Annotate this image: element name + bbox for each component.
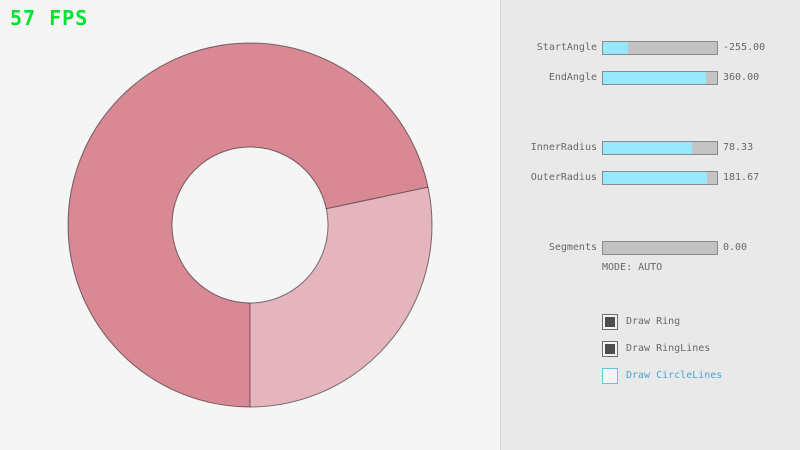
slider-fill — [603, 42, 628, 54]
start-angle-slider[interactable] — [602, 41, 718, 55]
end-angle-label: EndAngle — [548, 72, 597, 83]
draw-ringlines-checkbox[interactable]: Draw RingLines — [602, 341, 792, 357]
slider-fill — [603, 72, 706, 84]
segments-label: Segments — [548, 242, 597, 253]
start-angle-value: -255.00 — [723, 42, 766, 53]
slider-row-start-angle: StartAngle -255.00 — [501, 40, 800, 56]
outer-radius-slider[interactable] — [602, 171, 718, 185]
draw-circlelines-checkbox[interactable]: Draw CircleLines — [602, 368, 792, 384]
inner-radius-value: 78.33 — [723, 142, 754, 153]
slider-fill — [603, 172, 707, 184]
slider-row-segments: Segments 0.00 — [501, 240, 800, 256]
slider-row-inner-radius: InnerRadius 78.33 — [501, 140, 800, 156]
end-angle-value: 360.00 — [723, 72, 760, 83]
segments-slider[interactable] — [602, 241, 718, 255]
ring-canvas: 57 FPS — [10, 6, 433, 408]
checkbox-box[interactable] — [602, 314, 618, 330]
end-angle-slider[interactable] — [602, 71, 718, 85]
ring-outline — [67, 42, 433, 408]
ring-graphic — [67, 42, 433, 408]
checkbox-box[interactable] — [602, 368, 618, 384]
control-panel: StartAngle -255.00 EndAngle 360.00 Inner… — [500, 0, 800, 450]
outer-radius-label: OuterRadius — [530, 172, 597, 183]
outer-radius-value: 181.67 — [723, 172, 760, 183]
segments-mode-label: MODE: AUTO — [602, 262, 663, 273]
inner-radius-slider[interactable] — [602, 141, 718, 155]
draw-ring-checkbox[interactable]: Draw Ring — [602, 314, 792, 330]
draw-circlelines-label: Draw CircleLines — [626, 370, 723, 381]
fps-counter: 57 FPS — [10, 6, 89, 30]
segments-value: 0.00 — [723, 242, 748, 253]
draw-ring-label: Draw Ring — [626, 316, 681, 327]
ring-sector-light — [250, 187, 432, 407]
slider-fill — [603, 142, 693, 154]
start-angle-label: StartAngle — [536, 42, 597, 53]
inner-radius-label: InnerRadius — [530, 142, 597, 153]
slider-row-end-angle: EndAngle 360.00 — [501, 70, 800, 86]
checkbox-box[interactable] — [602, 341, 618, 357]
ring-sector-dark — [67, 43, 429, 407]
draw-ringlines-label: Draw RingLines — [626, 343, 711, 354]
slider-row-outer-radius: OuterRadius 181.67 — [501, 170, 800, 186]
